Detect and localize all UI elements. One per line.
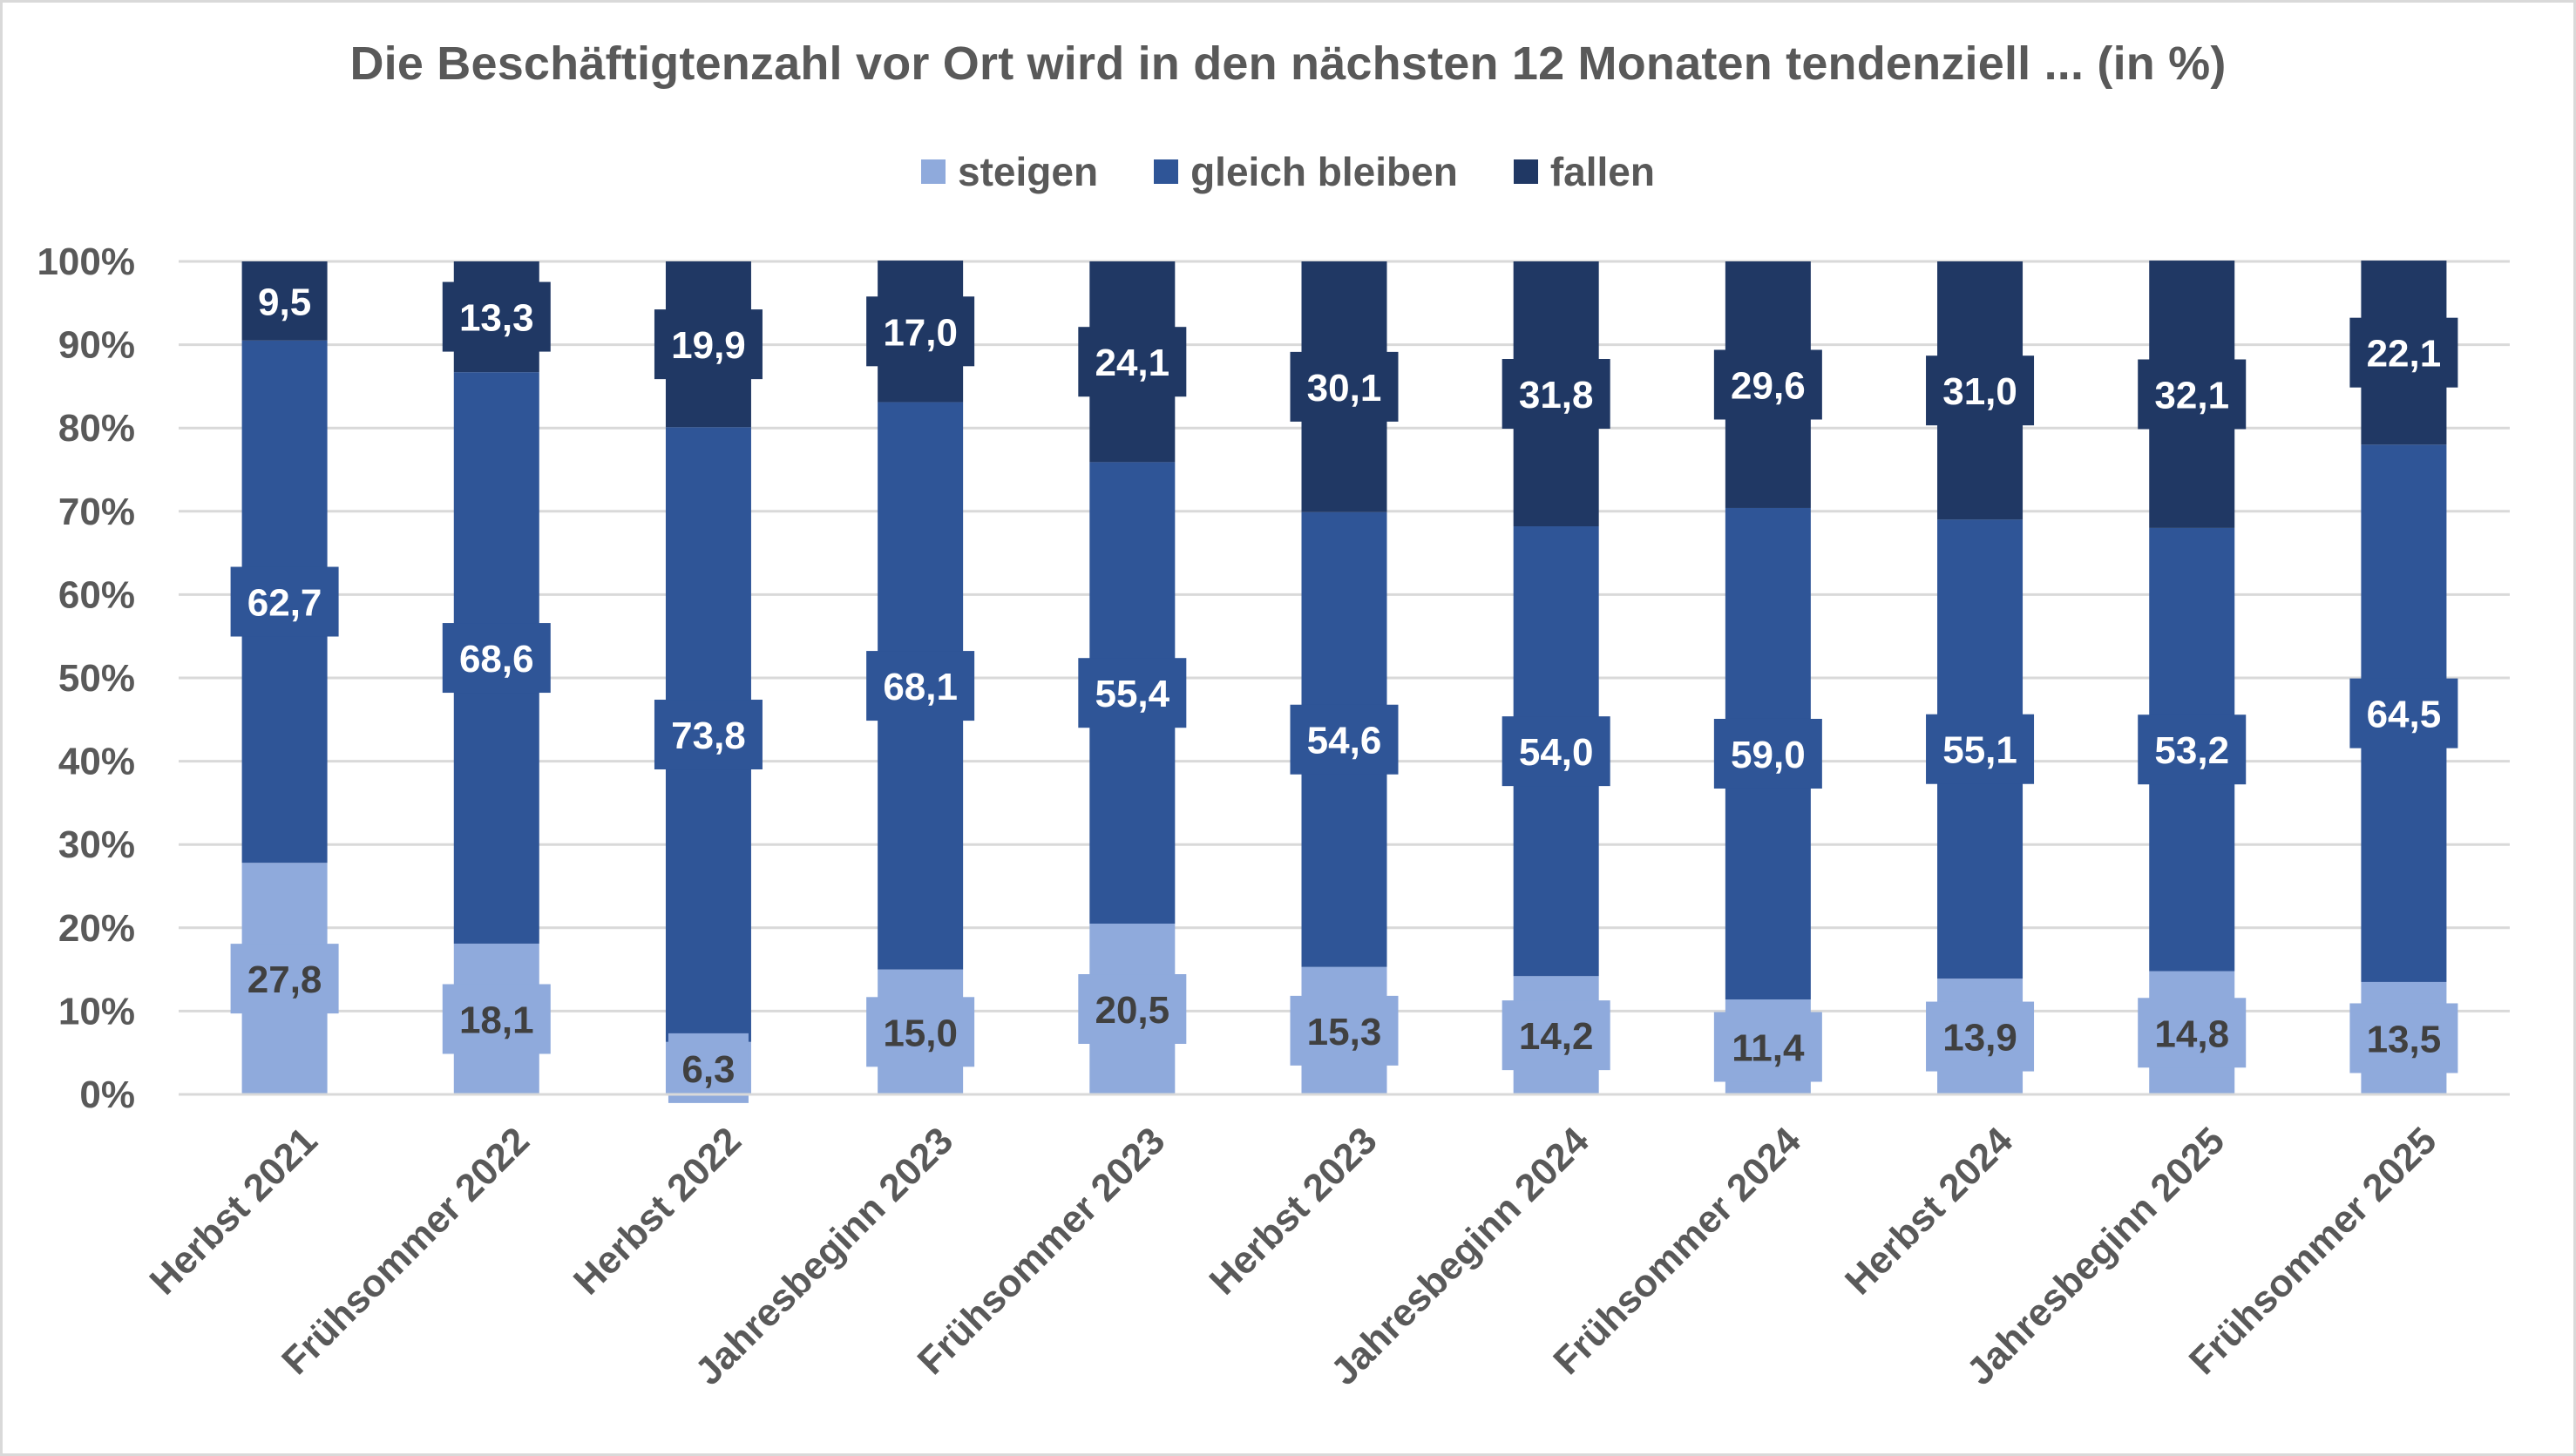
data-label: 30,1	[1307, 367, 1382, 410]
y-tick-label: 90%	[58, 324, 135, 367]
data-label-box	[2138, 998, 2247, 1068]
data-label: 31,0	[1942, 370, 2017, 413]
data-label-box	[230, 566, 339, 637]
y-tick-label: 10%	[58, 990, 135, 1033]
data-label: 55,1	[1942, 729, 2017, 772]
data-label: 62,7	[247, 582, 322, 625]
x-tick-label: Herbst 2023	[1202, 1119, 1386, 1303]
legend-swatch	[921, 159, 946, 184]
data-label-box	[2138, 359, 2247, 430]
data-label: 24,1	[1095, 342, 1169, 384]
data-label: 9,5	[258, 281, 311, 323]
chart-title: Die Beschäftigtenzahl vor Ort wird in de…	[349, 37, 2227, 90]
data-label: 18,1	[459, 999, 534, 1041]
y-tick-label: 0%	[79, 1073, 135, 1116]
data-label: 6,3	[681, 1048, 735, 1091]
legend-label: fallen	[1549, 149, 1655, 194]
legend-label: steigen	[958, 149, 1099, 194]
y-tick-label: 60%	[58, 573, 135, 616]
legend-item-steigen: steigen	[921, 148, 1098, 195]
data-label-box	[230, 944, 339, 1014]
legend-item-gleich-bleiben: gleich bleiben	[1154, 148, 1458, 195]
y-tick-label: 80%	[58, 407, 135, 450]
data-label-box	[668, 1033, 749, 1103]
data-label: 68,1	[883, 666, 958, 708]
data-label-box	[1078, 658, 1187, 728]
data-label: 31,8	[1519, 374, 1594, 416]
data-label: 14,8	[2154, 1012, 2229, 1055]
data-label-box	[1502, 716, 1610, 787]
data-label: 13,3	[459, 297, 534, 340]
data-label: 53,2	[2154, 729, 2229, 772]
data-label-box	[1926, 714, 2035, 784]
y-tick-label: 20%	[58, 907, 135, 950]
data-label-box	[442, 281, 551, 352]
legend-swatch	[1513, 159, 1538, 184]
data-label-box	[654, 309, 763, 380]
x-tick-label: Herbst 2022	[566, 1119, 749, 1303]
data-label-box	[442, 623, 551, 694]
legend-swatch	[1154, 159, 1179, 184]
data-label-box	[1290, 995, 1399, 1066]
data-label: 54,0	[1519, 731, 1594, 774]
data-label: 22,1	[2367, 333, 2442, 376]
data-label: 13,9	[1942, 1017, 2017, 1060]
data-label-box	[1290, 704, 1399, 775]
data-label: 64,5	[2367, 694, 2442, 736]
legend-label: gleich bleiben	[1190, 149, 1458, 194]
y-tick-label: 40%	[58, 741, 135, 783]
x-tick-label: Herbst 2021	[142, 1119, 326, 1303]
data-label-box	[654, 700, 763, 770]
data-label: 73,8	[671, 714, 746, 757]
data-label-box	[244, 266, 325, 336]
data-label: 11,4	[1732, 1027, 1805, 1070]
data-label-box	[2349, 317, 2458, 388]
data-label: 27,8	[247, 958, 322, 1001]
data-label-box	[1078, 327, 1187, 397]
data-label-box	[1502, 359, 1610, 430]
data-label-box	[1713, 718, 1822, 789]
legend-item-fallen: fallen	[1513, 148, 1655, 195]
y-tick-label: 50%	[58, 657, 135, 700]
data-label: 29,6	[1731, 364, 1806, 407]
data-label-box	[1290, 351, 1399, 422]
data-label-box	[1502, 1000, 1610, 1071]
data-label-box	[442, 984, 551, 1054]
data-label: 15,0	[883, 1012, 958, 1054]
data-label-box	[2349, 1003, 2458, 1073]
data-label: 15,3	[1307, 1011, 1382, 1053]
legend: steigen gleich bleiben fallen	[0, 141, 2576, 202]
data-label-box	[866, 997, 975, 1067]
data-label-box	[1713, 349, 1822, 420]
data-label: 14,2	[1519, 1015, 1594, 1058]
data-label-box	[1078, 974, 1187, 1045]
data-label: 68,6	[459, 638, 534, 681]
data-label-box	[2138, 714, 2247, 785]
y-tick-label: 100%	[37, 240, 135, 283]
data-label-box	[866, 296, 975, 367]
data-label-box	[1713, 1012, 1822, 1082]
data-label-box	[1926, 356, 2035, 426]
data-label: 55,4	[1095, 673, 1169, 715]
data-label-box	[2349, 678, 2458, 748]
y-tick-label: 70%	[58, 491, 135, 533]
data-label: 19,9	[671, 324, 746, 367]
data-label: 13,5	[2367, 1018, 2442, 1060]
data-label: 20,5	[1095, 989, 1169, 1032]
data-label-box	[1926, 1001, 2035, 1072]
x-tick-label: Herbst 2024	[1837, 1119, 2021, 1303]
data-label: 17,0	[883, 311, 958, 354]
data-label: 59,0	[1731, 734, 1806, 776]
data-label: 54,6	[1307, 720, 1382, 762]
data-label: 32,1	[2154, 374, 2229, 416]
y-tick-label: 30%	[58, 823, 135, 866]
data-label-box	[866, 651, 975, 721]
